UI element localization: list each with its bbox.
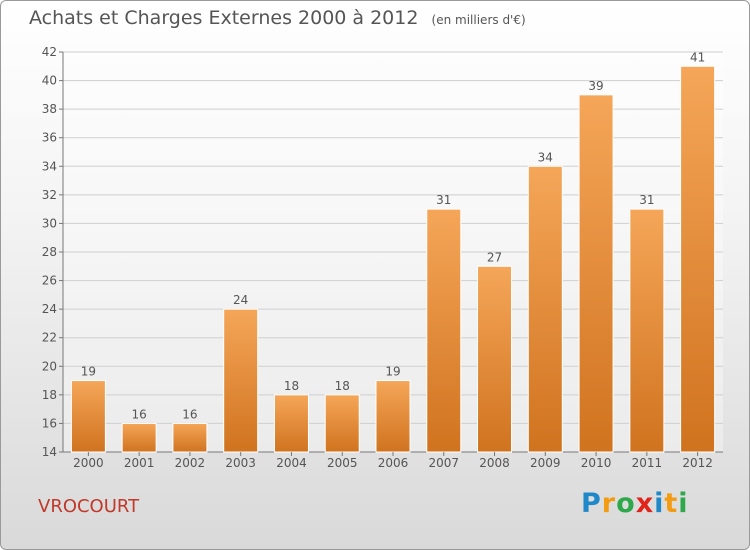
bar-value-label: 31 <box>639 193 654 207</box>
bar <box>477 265 513 453</box>
bar <box>172 422 208 453</box>
y-tick-label: 22 <box>42 331 57 345</box>
y-tick-label: 38 <box>42 102 57 116</box>
bar-value-label: 18 <box>335 379 350 393</box>
logo-letter: t <box>664 488 679 519</box>
bar-value-label: 34 <box>538 150 553 164</box>
chart-subtitle: (en milliers d'€) <box>431 13 526 27</box>
bar <box>223 308 259 453</box>
bar <box>121 422 157 453</box>
y-tick-label: 36 <box>42 131 57 145</box>
x-tick-label: 2002 <box>175 456 206 470</box>
x-tick-label: 2000 <box>73 456 104 470</box>
logo-letter: i <box>654 488 665 519</box>
y-tick-label: 32 <box>42 188 57 202</box>
y-tick-label: 28 <box>42 245 57 259</box>
y-tick-label: 26 <box>42 274 57 288</box>
x-tick-label: 2011 <box>632 456 663 470</box>
x-tick-label: 2005 <box>327 456 358 470</box>
x-tick-label: 2009 <box>530 456 561 470</box>
bar <box>527 165 563 453</box>
y-tick-label: 34 <box>42 159 57 173</box>
logo-letter: i <box>678 488 689 519</box>
bar <box>578 94 614 453</box>
proxiti-logo: Proxiti <box>581 488 689 519</box>
x-tick-label: 2008 <box>479 456 510 470</box>
logo-letter: r <box>601 488 617 519</box>
y-tick-label: 16 <box>42 416 57 430</box>
bar-value-label: 16 <box>132 407 147 421</box>
x-tick-label: 2012 <box>682 456 713 470</box>
bar <box>70 380 106 453</box>
x-tick-label: 2010 <box>581 456 612 470</box>
x-tick-label: 2003 <box>225 456 256 470</box>
bar-value-label: 19 <box>385 365 400 379</box>
bar-value-label: 24 <box>233 293 248 307</box>
x-tick-label: 2004 <box>276 456 307 470</box>
bar <box>324 394 360 453</box>
y-tick-label: 24 <box>42 302 57 316</box>
bar-value-label: 41 <box>690 50 705 64</box>
x-tick-label: 2001 <box>124 456 155 470</box>
y-tick-label: 20 <box>42 359 57 373</box>
logo-letter: o <box>616 488 636 519</box>
x-tick-label: 2007 <box>428 456 459 470</box>
bar-value-label: 31 <box>436 193 451 207</box>
bar <box>426 208 462 453</box>
bar-value-label: 18 <box>284 379 299 393</box>
bar <box>680 65 716 453</box>
bar <box>273 394 309 453</box>
bar-value-label: 39 <box>588 79 603 93</box>
y-tick-label: 42 <box>42 45 57 59</box>
x-tick-label: 2006 <box>378 456 409 470</box>
y-tick-label: 18 <box>42 388 57 402</box>
bar <box>629 208 665 453</box>
chart-title-block: Achats et Charges Externes 2000 à 2012 (… <box>29 7 526 29</box>
logo-letter: x <box>635 488 655 519</box>
y-tick-label: 40 <box>42 74 57 88</box>
chart-title: Achats et Charges Externes 2000 à 2012 <box>29 7 419 29</box>
bar <box>375 380 411 453</box>
bar-value-label: 19 <box>81 365 96 379</box>
y-tick-label: 14 <box>42 445 57 459</box>
commune-name: VROCOURT <box>38 496 140 517</box>
y-tick-label: 30 <box>42 216 57 230</box>
bar-value-label: 27 <box>487 250 502 264</box>
bar-value-label: 16 <box>182 407 197 421</box>
logo-letter: P <box>581 488 602 519</box>
